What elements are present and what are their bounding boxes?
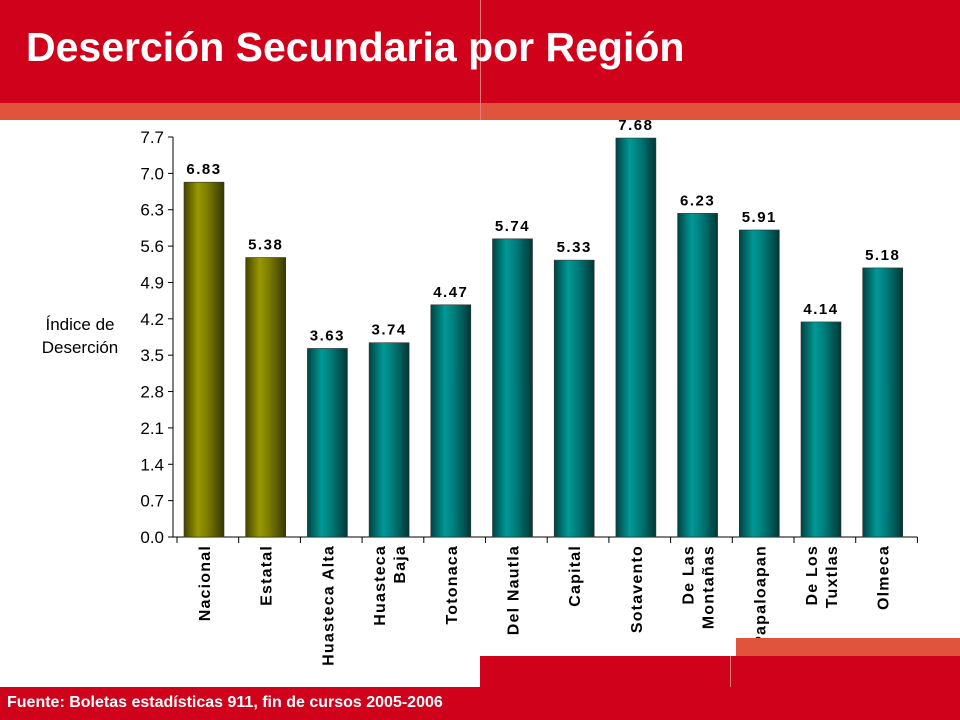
bar-del-nautla <box>492 238 533 538</box>
slide-title: Deserción Secundaria por Región <box>26 24 685 70</box>
x-tick-label: Montañas <box>701 545 718 629</box>
footer-bar <box>0 687 960 720</box>
x-tick-label: Huasteca Alta <box>320 545 337 666</box>
data-label: 6.83 <box>186 161 221 178</box>
y-tick-label: 7.7 <box>140 128 164 147</box>
x-tick-label: Olmeca <box>876 545 893 610</box>
bar-huasteca-alta <box>307 348 348 538</box>
x-tick-label: Nacional <box>197 545 214 621</box>
y-tick-label: 2.8 <box>140 383 164 402</box>
data-label: 3.74 <box>371 322 406 339</box>
y-tick-label: 5.6 <box>140 237 164 256</box>
source-note: Fuente: Boletas estadísticas 911, fin de… <box>7 694 443 711</box>
data-label: 5.33 <box>557 239 592 256</box>
bar-papaloapan <box>738 229 780 538</box>
header-divider <box>480 0 481 120</box>
y-axis-label: Deserción <box>42 338 119 357</box>
bar-totonaca <box>430 304 472 538</box>
y-tick-label: 4.9 <box>140 273 164 292</box>
bar-huasteca-baja <box>368 342 410 538</box>
bar-estatal <box>245 257 286 538</box>
x-tick-label: De Las <box>681 545 698 605</box>
bar-sotavento <box>615 137 657 538</box>
y-tick-label: 0.7 <box>140 492 164 511</box>
y-tick-label: 2.1 <box>140 419 164 438</box>
y-tick-label: 6.3 <box>140 201 164 220</box>
data-label: 5.18 <box>865 247 900 264</box>
x-tick-label: Papaloapan <box>752 545 769 647</box>
x-tick-label: De Los <box>804 545 821 606</box>
x-tick-label: Estatal <box>259 545 276 606</box>
data-label: 3.63 <box>310 327 345 344</box>
data-label: 6.23 <box>680 192 715 209</box>
x-tick-label: Totonaca <box>444 545 461 625</box>
data-label: 4.47 <box>433 284 468 301</box>
y-axis-label: Índice de <box>46 315 115 334</box>
x-tick-label: Baja <box>392 545 409 584</box>
x-tick-label: Huasteca <box>372 545 389 626</box>
x-tick-label: Del Nautla <box>506 545 523 635</box>
x-tick-label: Capital <box>567 545 584 607</box>
y-tick-label: 7.0 <box>140 164 164 183</box>
bar-de-los-tuxtlas <box>800 321 842 538</box>
footer-accent-block <box>480 656 960 687</box>
y-tick-label: 0.0 <box>140 528 164 547</box>
data-label: 5.91 <box>742 209 777 226</box>
data-label: 5.74 <box>495 218 530 235</box>
bar-capital <box>553 259 595 538</box>
bar-de-las-montañas <box>677 213 718 538</box>
x-tick-label: Tuxtlas <box>824 545 841 608</box>
x-tick-label: Sotavento <box>629 545 646 633</box>
bar-olmeca <box>862 267 904 538</box>
y-tick-label: 1.4 <box>140 455 164 474</box>
y-tick-label: 4.2 <box>140 310 164 329</box>
footer-accent-band <box>736 638 960 656</box>
data-label: 5.38 <box>248 237 283 254</box>
y-tick-label: 3.5 <box>140 346 164 365</box>
data-label: 4.14 <box>803 301 838 318</box>
bar-nacional <box>183 181 225 538</box>
data-label: 7.68 <box>618 117 653 134</box>
